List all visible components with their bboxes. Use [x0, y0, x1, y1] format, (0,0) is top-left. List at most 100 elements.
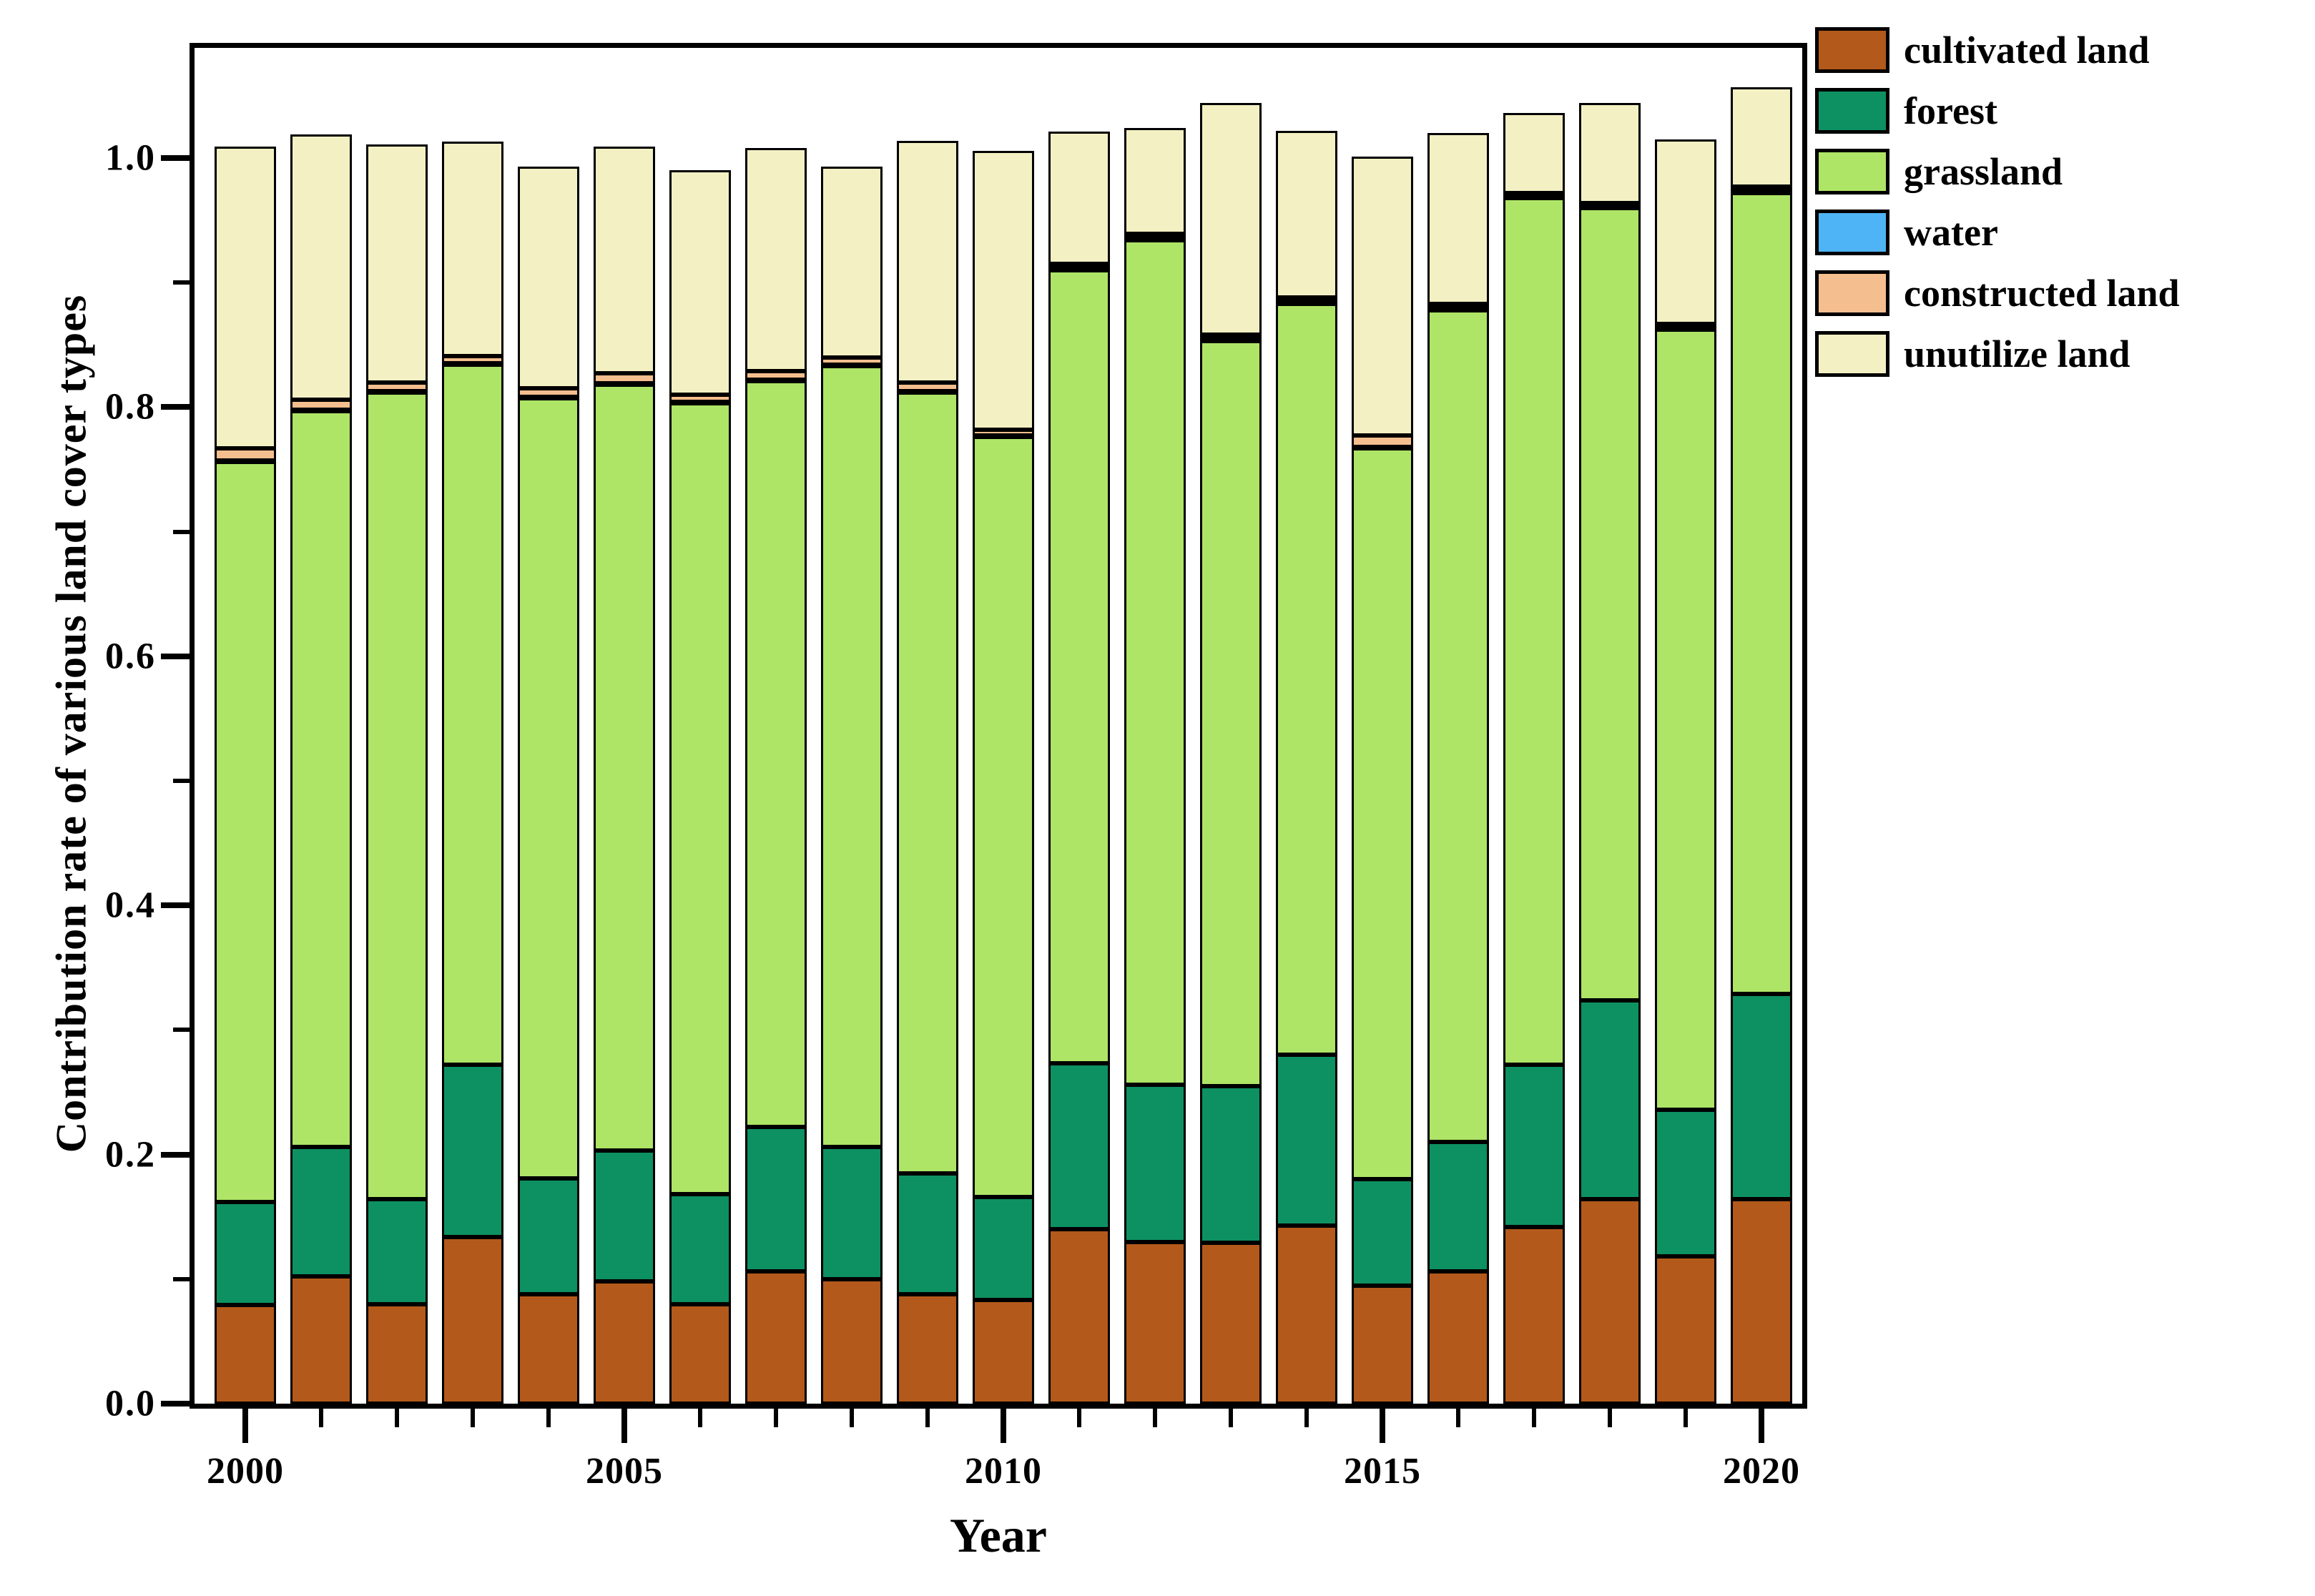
bar-segment-grassland: [215, 462, 276, 1202]
bar-segment-grassland: [1427, 310, 1489, 1143]
bar-segment-constructed-land: [897, 382, 958, 391]
legend-swatch-constructed-land: [1815, 270, 1889, 316]
x-minor-tick: [1456, 1409, 1460, 1427]
x-minor-tick: [546, 1409, 551, 1427]
y-tick-label: 0.2: [105, 1134, 156, 1176]
bar-segment-constructed-land: [1048, 264, 1110, 270]
bar-segment-constructed-land: [1427, 303, 1489, 309]
bar-segment-water: [366, 390, 428, 393]
bar-segment-constructed-land: [215, 448, 276, 461]
bar-segment-grassland: [366, 392, 428, 1200]
bar-2005: [594, 48, 655, 1404]
legend-label: constructed land: [1904, 272, 2180, 315]
x-minor-tick: [774, 1409, 778, 1427]
y-minor-tick: [173, 1276, 190, 1281]
bar-segment-forest: [1731, 993, 1792, 1200]
bar-segment-constructed-land: [1124, 234, 1186, 240]
x-minor-tick: [698, 1409, 702, 1427]
bar-2015: [1352, 48, 1413, 1404]
bar-segment-unutilize-land: [442, 142, 503, 356]
bar-segment-unutilize-land: [1427, 133, 1489, 304]
bar-segment-grassland: [594, 385, 655, 1151]
bar-2016: [1427, 48, 1489, 1404]
bar-segment-cultivated-land: [1731, 1199, 1792, 1404]
bar-segment-constructed-land: [973, 429, 1034, 436]
x-minor-tick: [1304, 1409, 1309, 1427]
x-tick-label: 2000: [207, 1451, 284, 1492]
bar-segment-grassland: [442, 365, 503, 1065]
bar-segment-water: [215, 460, 276, 463]
legend-swatch-cultivated-land: [1815, 27, 1889, 73]
bar-segment-water: [1276, 302, 1337, 304]
bar-2020: [1731, 48, 1792, 1404]
bar-segment-forest: [290, 1147, 352, 1277]
bar-segment-forest: [1503, 1065, 1565, 1227]
bar-segment-water: [1503, 196, 1565, 198]
x-minor-tick: [1153, 1409, 1157, 1427]
y-major-tick: [161, 902, 190, 909]
bar-segment-unutilize-land: [1124, 128, 1186, 235]
bar-segment-cultivated-land: [1200, 1243, 1262, 1404]
bar-segment-unutilize-land: [1579, 103, 1641, 203]
bar-segment-constructed-land: [1731, 187, 1792, 192]
legend-label: water: [1904, 211, 1998, 254]
bar-segment-cultivated-land: [366, 1304, 428, 1404]
x-major-tick: [1759, 1409, 1764, 1443]
y-major-tick: [161, 155, 190, 161]
legend-item-forest: forest: [1815, 88, 2180, 134]
bar-segment-cultivated-land: [594, 1281, 655, 1404]
bar-2007: [745, 48, 807, 1404]
x-minor-tick: [1077, 1409, 1081, 1427]
x-minor-tick: [1608, 1409, 1612, 1427]
x-major-tick: [1001, 1409, 1006, 1443]
bar-segment-grassland: [1579, 207, 1641, 1000]
bar-segment-grassland: [290, 410, 352, 1148]
bar-segment-unutilize-land: [1731, 87, 1792, 187]
x-minor-tick: [925, 1409, 930, 1427]
bar-2000: [215, 48, 276, 1404]
bar-segment-water: [897, 390, 958, 393]
bar-segment-water: [745, 379, 807, 381]
x-axis-title: Year: [950, 1508, 1047, 1562]
bar-segment-forest: [1352, 1179, 1413, 1286]
bar-segment-cultivated-land: [518, 1294, 579, 1404]
bar-segment-grassland: [1731, 192, 1792, 994]
bar-segment-cultivated-land: [1579, 1199, 1641, 1404]
bar-segment-unutilize-land: [745, 148, 807, 371]
legend-item-cultivated-land: cultivated land: [1815, 27, 2180, 73]
bar-segment-grassland: [518, 398, 579, 1178]
legend-label: grassland: [1904, 150, 2063, 193]
x-major-tick: [242, 1409, 248, 1443]
bar-segment-unutilize-land: [973, 150, 1034, 430]
bar-2004: [518, 48, 579, 1404]
bar-segment-grassland: [1048, 270, 1110, 1064]
y-minor-tick: [173, 1028, 190, 1033]
bar-2001: [290, 48, 352, 1404]
bar-segment-forest: [594, 1151, 655, 1282]
bar-segment-grassland: [1200, 341, 1262, 1086]
bar-segment-unutilize-land: [1276, 130, 1337, 298]
bar-2011: [1048, 48, 1110, 1404]
bar-segment-constructed-land: [1579, 202, 1641, 207]
bar-segment-unutilize-land: [1200, 103, 1262, 335]
y-major-tick: [161, 404, 190, 410]
y-major-tick: [161, 1401, 190, 1407]
bar-segment-water: [1427, 308, 1489, 310]
bar-segment-unutilize-land: [518, 167, 579, 389]
bar-segment-unutilize-land: [594, 147, 655, 374]
bar-segment-water: [290, 409, 352, 411]
bar-segment-constructed-land: [594, 373, 655, 384]
bar-segment-cultivated-land: [215, 1305, 276, 1404]
plot-area: [195, 48, 1802, 1404]
bar-segment-grassland: [821, 365, 883, 1148]
bar-2002: [366, 48, 428, 1404]
legend-swatch-water: [1815, 210, 1889, 255]
bar-segment-cultivated-land: [1124, 1241, 1186, 1404]
bar-segment-water: [1200, 340, 1262, 342]
y-major-tick: [161, 653, 190, 659]
bar-segment-unutilize-land: [1352, 157, 1413, 436]
bar-segment-forest: [1200, 1085, 1262, 1243]
y-tick-label: 0.0: [105, 1383, 156, 1424]
bar-segment-grassland: [897, 392, 958, 1173]
legend-swatch-unutilize-land: [1815, 331, 1889, 377]
